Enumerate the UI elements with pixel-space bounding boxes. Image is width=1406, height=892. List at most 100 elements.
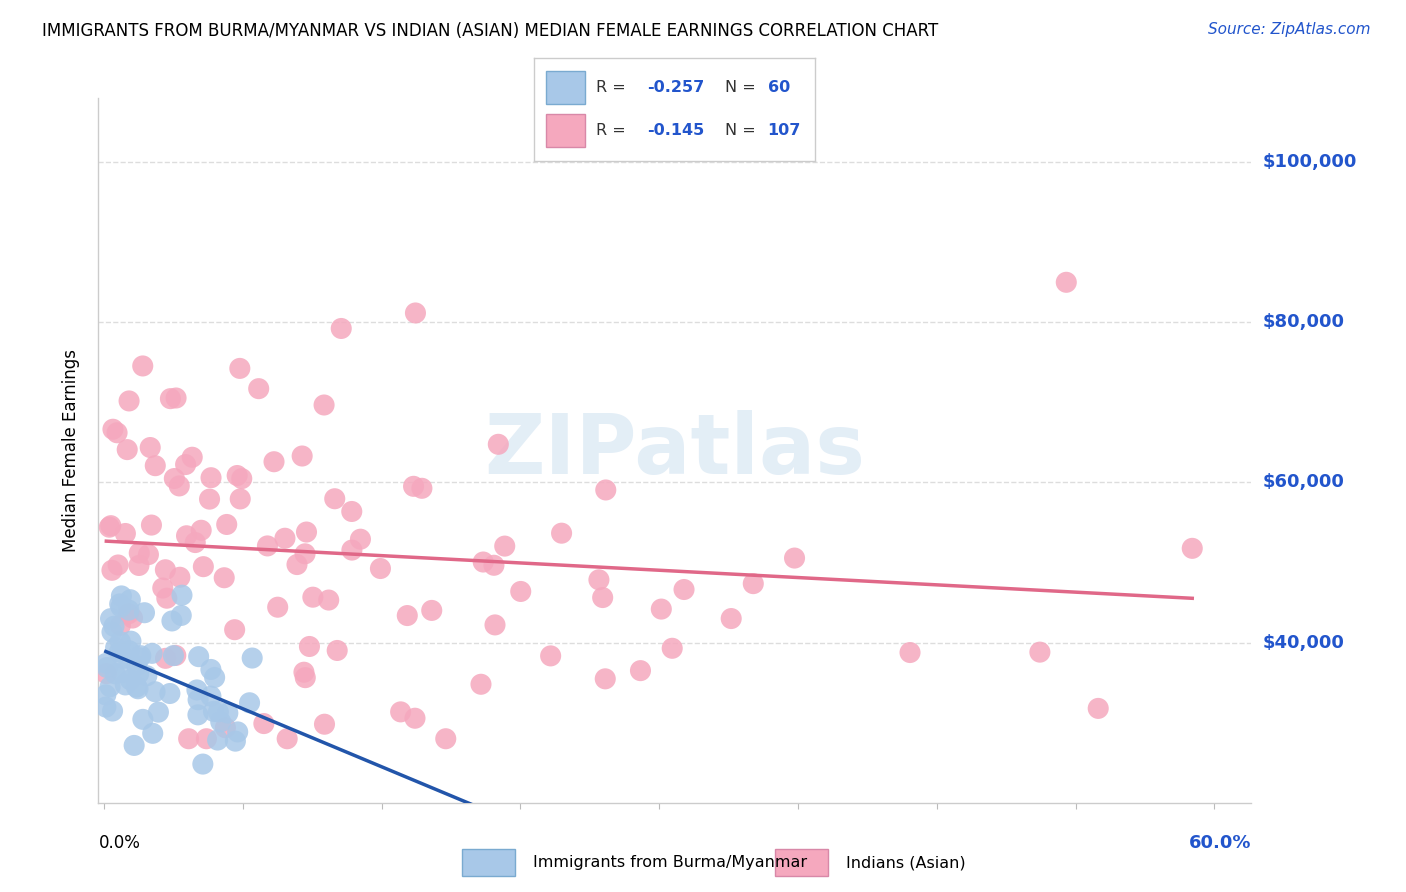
Point (110, 618, 132, 632)
Point (117, 607, 139, 621)
Point (434, 731, 457, 746)
Bar (546, 114, 585, 147)
Point (238, 696, 260, 710)
Point (139, 441, 162, 455)
Point (742, 576, 765, 591)
Point (94, 688, 117, 702)
Point (128, 558, 150, 573)
Point (276, 731, 298, 746)
Point (110, 589, 132, 603)
Point (229, 491, 252, 506)
Point (253, 716, 276, 731)
Point (104, 640, 127, 655)
Point (160, 614, 183, 628)
Point (143, 684, 166, 698)
Text: $40,000: $40,000 (1263, 633, 1344, 652)
Point (217, 706, 239, 720)
Point (98, 520, 121, 534)
Point (125, 680, 148, 694)
Point (420, 603, 443, 617)
Point (200, 689, 222, 703)
Point (107, 558, 129, 572)
Point (132, 712, 155, 726)
Point (187, 707, 209, 722)
Point (204, 671, 226, 685)
Point (129, 648, 152, 663)
Bar (546, 71, 585, 104)
Point (162, 648, 184, 663)
Point (190, 523, 212, 537)
Point (170, 588, 193, 602)
Point (174, 458, 197, 472)
Point (198, 492, 221, 507)
Point (229, 361, 252, 376)
Point (302, 590, 325, 604)
Point (118, 603, 141, 617)
Point (163, 471, 186, 485)
Point (592, 131, 614, 145)
Point (165, 391, 187, 405)
Point (186, 682, 208, 697)
Point (285, 558, 308, 572)
Point (148, 705, 170, 719)
Point (125, 658, 148, 673)
Point (404, 306, 426, 320)
Point (470, 677, 492, 691)
Point (295, 524, 318, 539)
Point (209, 714, 232, 729)
Bar (775, 849, 828, 876)
Point (389, 705, 412, 719)
Point (509, 584, 531, 599)
Point (673, 582, 696, 597)
Point (1087, 701, 1109, 715)
Point (134, 606, 156, 620)
Point (202, 704, 225, 718)
Point (207, 733, 229, 747)
Point (110, 634, 132, 648)
Point (187, 649, 209, 664)
Text: $80,000: $80,000 (1263, 313, 1346, 331)
Text: 60.0%: 60.0% (1189, 834, 1251, 852)
Point (312, 398, 335, 412)
Point (177, 731, 200, 746)
Point (155, 563, 177, 577)
Point (100, 518, 122, 533)
Point (247, 382, 270, 396)
Point (214, 721, 236, 735)
Point (267, 600, 290, 615)
Point (486, 437, 509, 451)
Point (404, 711, 426, 725)
Point (114, 678, 136, 692)
Text: 0.0%: 0.0% (98, 834, 141, 852)
Point (318, 593, 340, 607)
Point (349, 532, 371, 546)
Point (294, 547, 316, 561)
Point (169, 479, 191, 493)
Point (593, 672, 616, 686)
Point (159, 392, 181, 406)
Point (588, 573, 610, 587)
Point (155, 651, 177, 665)
Point (187, 692, 209, 706)
Point (111, 665, 134, 680)
Point (231, 472, 253, 486)
Point (298, 640, 321, 654)
Point (330, 321, 353, 335)
Text: ZIPatlas: ZIPatlas (485, 410, 865, 491)
Point (314, 717, 336, 731)
Point (370, 561, 392, 575)
Text: $60,000: $60,000 (1263, 474, 1344, 491)
Point (121, 611, 143, 625)
Point (100, 612, 122, 626)
Text: R =: R = (596, 123, 631, 138)
Point (143, 458, 166, 473)
Point (200, 471, 222, 485)
Point (152, 581, 174, 595)
Point (120, 634, 142, 648)
Point (193, 559, 215, 574)
Point (292, 665, 315, 680)
Point (169, 570, 191, 584)
Point (170, 608, 193, 623)
Point (226, 725, 249, 739)
Point (128, 546, 150, 560)
